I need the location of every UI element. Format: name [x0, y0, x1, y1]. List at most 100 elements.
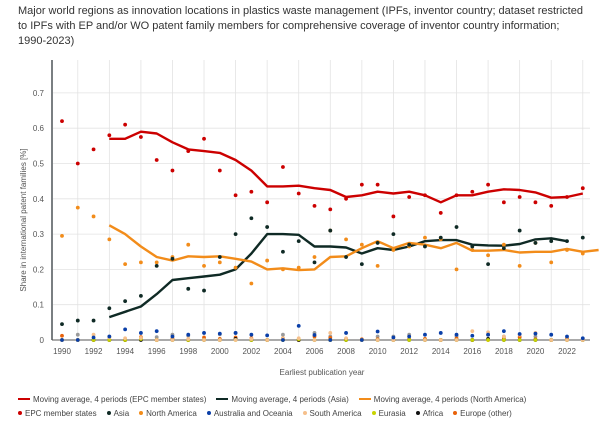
data-point — [60, 322, 64, 327]
data-point — [154, 158, 159, 162]
moving-average-line — [109, 130, 584, 204]
data-point — [233, 331, 238, 335]
x-tick-label: 2008 — [337, 347, 355, 356]
legend-label: South America — [309, 408, 362, 418]
x-tick-label: 2000 — [211, 347, 229, 356]
data-point — [249, 332, 254, 337]
data-point — [249, 216, 254, 221]
data-point — [438, 338, 443, 342]
data-point — [407, 195, 412, 199]
data-point — [249, 189, 254, 194]
grid — [52, 60, 590, 340]
x-tick-label: 1990 — [53, 347, 71, 356]
y-axis-title: Share in international patent families [… — [19, 148, 28, 291]
data-point — [170, 168, 175, 173]
moving-average-line — [108, 224, 599, 272]
legend-line-swatch — [358, 398, 371, 400]
data-point — [170, 256, 175, 261]
x-tick-label: 2018 — [495, 347, 513, 356]
data-point — [123, 122, 128, 127]
data-point — [265, 258, 270, 263]
legend-points-row: EPC member states Asia North America Austra… — [18, 406, 598, 420]
data-point — [375, 241, 380, 245]
data-point — [470, 189, 475, 194]
data-point — [328, 228, 333, 233]
data-point — [233, 193, 238, 198]
data-point — [375, 182, 380, 187]
data-point — [328, 338, 333, 342]
legend-item: Eurasia — [371, 409, 406, 418]
data-point — [533, 331, 538, 336]
x-tick-label: 2016 — [463, 347, 481, 356]
data-point — [233, 338, 238, 342]
data-point — [75, 338, 80, 342]
data-point — [533, 200, 538, 205]
legend-label: Moving average, 4 periods (North America… — [373, 394, 527, 404]
data-point — [123, 262, 128, 267]
data-point — [107, 306, 112, 311]
data-point — [565, 248, 569, 252]
legend-dot-swatch — [415, 411, 420, 415]
data-point — [454, 225, 459, 229]
data-point — [501, 242, 506, 247]
data-point — [75, 161, 80, 166]
data-point — [580, 186, 585, 191]
data-point — [375, 263, 380, 268]
data-point — [281, 165, 285, 169]
data-point — [501, 200, 506, 205]
data-point — [265, 225, 270, 229]
data-point — [486, 182, 490, 187]
chart-title: Major world regions as innovation locati… — [18, 5, 583, 47]
legend-line-swatch — [18, 398, 30, 400]
legend-dot-swatch — [206, 411, 211, 415]
data-point — [249, 337, 254, 341]
data-point — [407, 242, 412, 247]
data-point — [565, 334, 569, 339]
y-tick-label: 0.4 — [33, 195, 45, 204]
y-tick-label: 0.1 — [33, 301, 45, 310]
data-point — [139, 335, 143, 340]
legend-item: Asia — [106, 409, 129, 418]
legend-dot-swatch — [371, 411, 376, 415]
x-tick-label: 2020 — [527, 347, 545, 356]
data-point — [217, 255, 222, 259]
data-point — [123, 336, 128, 341]
data-point — [170, 338, 175, 342]
data-point — [517, 338, 522, 342]
data-point — [202, 263, 206, 268]
legend-item: Moving average, 4 periods (Asia) — [216, 395, 349, 404]
data-point — [328, 331, 333, 335]
data-point — [438, 211, 443, 215]
x-tick-label: 1998 — [179, 347, 197, 356]
data-point — [265, 333, 270, 338]
data-point — [391, 335, 396, 340]
data-point — [233, 232, 238, 237]
y-tick-label: 0.6 — [33, 124, 45, 133]
data-point — [565, 338, 569, 342]
data-point — [281, 267, 285, 272]
data-point — [375, 334, 380, 339]
data-point — [312, 333, 317, 337]
data-point — [501, 334, 506, 339]
x-tick-label: 2004 — [274, 347, 292, 356]
data-point — [407, 334, 412, 339]
data-point — [486, 253, 490, 258]
legend-label: North America — [146, 408, 197, 418]
data-point — [407, 338, 412, 342]
data-point — [328, 207, 333, 212]
legend-item: Moving average, 4 periods (North America… — [358, 394, 527, 404]
data-point — [391, 214, 396, 219]
moving-average-lines — [108, 130, 599, 319]
data-point — [312, 255, 317, 259]
data-point — [60, 233, 64, 238]
y-axis: 0 0.1 0.2 0.3 0.4 0.5 0.6 0.7 — [33, 60, 53, 345]
data-point — [501, 338, 506, 342]
data-point — [296, 265, 301, 270]
data-point — [202, 331, 206, 335]
data-point — [60, 338, 64, 342]
x-axis-title: Earliest publication year — [280, 368, 365, 377]
y-tick-label: 0.2 — [33, 265, 45, 274]
x-tick-label: 2014 — [432, 347, 450, 356]
data-point — [154, 260, 159, 265]
y-tick-label: 0.5 — [33, 160, 45, 169]
